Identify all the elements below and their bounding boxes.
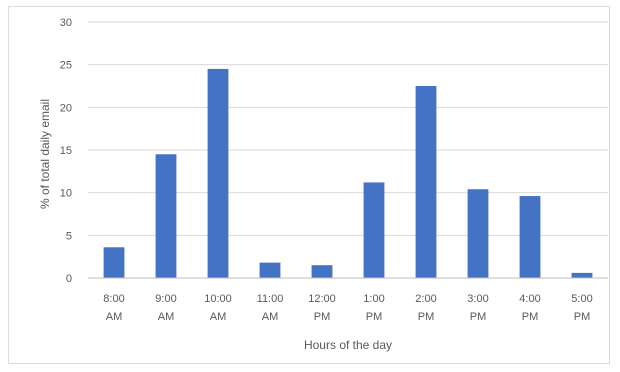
y-tick-label: 15 bbox=[60, 145, 72, 157]
x-tick-label: 12:00 PM bbox=[308, 293, 336, 323]
y-tick-label: 30 bbox=[60, 17, 72, 29]
x-tick-label-line: PM bbox=[522, 311, 539, 323]
y-tick-label: 10 bbox=[60, 188, 72, 200]
bar bbox=[155, 154, 177, 278]
bar bbox=[415, 86, 437, 278]
x-tick-label-line: 3:00 bbox=[467, 293, 488, 305]
x-tick-label: 8:00 AM bbox=[103, 293, 124, 323]
chart-frame bbox=[8, 6, 610, 364]
x-tick-label-line: PM bbox=[574, 311, 591, 323]
x-tick-label-line: 9:00 bbox=[155, 293, 176, 305]
bar bbox=[311, 265, 333, 278]
x-tick-label-line: AM bbox=[262, 311, 279, 323]
x-tick-label-line: PM bbox=[366, 311, 383, 323]
y-tick-label: 25 bbox=[60, 60, 72, 72]
bar bbox=[259, 262, 281, 278]
bar bbox=[103, 247, 125, 278]
bar bbox=[363, 182, 385, 278]
x-tick-label-line: 12:00 bbox=[308, 293, 336, 305]
y-tick-label: 20 bbox=[60, 102, 72, 114]
x-tick-label-line: 11:00 bbox=[257, 293, 284, 305]
y-tick-label: 5 bbox=[66, 230, 72, 242]
x-tick-label-line: 5:00 bbox=[571, 293, 592, 305]
bar bbox=[571, 272, 593, 278]
bars bbox=[103, 68, 593, 278]
x-tick-label: 2:00 PM bbox=[415, 293, 436, 323]
y-axis-ticks: 0 5 10 15 20 25 30 bbox=[60, 17, 72, 285]
bar bbox=[207, 68, 229, 278]
x-tick-label: 10:00 AM bbox=[204, 293, 232, 323]
x-tick-label-line: 2:00 bbox=[415, 293, 436, 305]
bar bbox=[519, 196, 541, 278]
x-tick-label: 9:00 AM bbox=[155, 293, 176, 323]
x-tick-label-line: PM bbox=[470, 311, 487, 323]
x-tick-label-line: PM bbox=[418, 311, 435, 323]
x-tick-label: 1:00 PM bbox=[363, 293, 384, 323]
x-tick-label-line: PM bbox=[314, 311, 331, 323]
x-tick-label-line: 8:00 bbox=[103, 293, 124, 305]
x-tick-label-line: AM bbox=[106, 311, 123, 323]
x-tick-label: 5:00 PM bbox=[571, 293, 592, 323]
x-tick-label-line: 10:00 bbox=[204, 293, 232, 305]
x-tick-label-line: 4:00 bbox=[519, 293, 540, 305]
y-tick-label: 0 bbox=[66, 273, 72, 285]
y-axis-title: % of total daily email bbox=[38, 99, 52, 209]
x-tick-label: 4:00 PM bbox=[519, 293, 540, 323]
x-axis-title: Hours of the day bbox=[304, 338, 392, 352]
x-tick-label: 11:00 AM bbox=[257, 293, 284, 323]
x-tick-label-line: AM bbox=[210, 311, 227, 323]
bar bbox=[467, 189, 489, 278]
x-tick-label-line: AM bbox=[158, 311, 175, 323]
x-tick-label: 3:00 PM bbox=[467, 293, 488, 323]
x-tick-label-line: 1:00 bbox=[363, 293, 384, 305]
